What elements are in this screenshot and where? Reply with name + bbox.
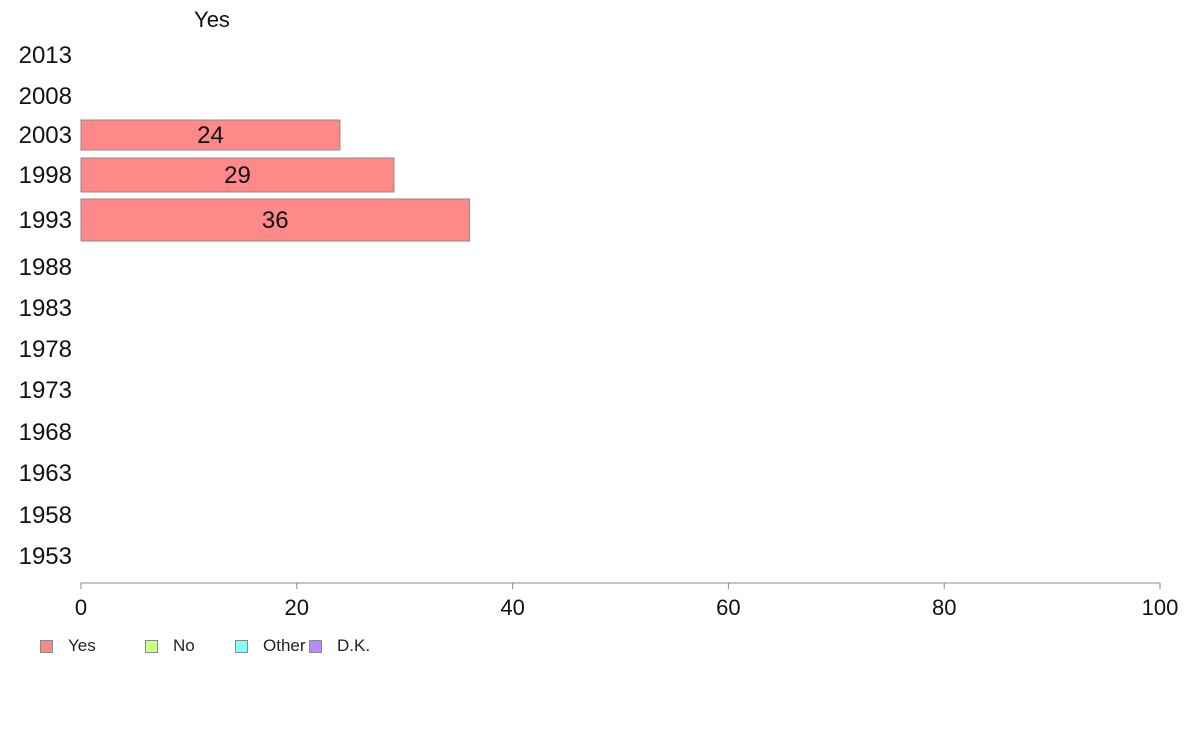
legend-swatch-no: [145, 639, 158, 653]
y-tick-label-1958: 1958: [19, 502, 72, 529]
legend-swatch-other: [235, 639, 248, 653]
y-tick-label-1993: 1993: [19, 207, 72, 234]
y-tick-label-1973: 1973: [19, 377, 72, 404]
legend-swatch-yes: [40, 639, 53, 653]
y-tick-label-2013: 2013: [19, 42, 72, 69]
legend-label-dk: D.K.: [337, 636, 371, 655]
x-tick-label-60: 60: [716, 595, 740, 620]
bar-value-label-1998: 29: [224, 162, 251, 189]
bar-value-label-1993: 36: [262, 207, 289, 234]
legend-label-no: No: [173, 636, 195, 655]
bar-yes-2003: [80, 119, 341, 151]
chart-title: Yes: [194, 7, 230, 32]
y-tick-label-1978: 1978: [19, 336, 72, 363]
legend-item-no: No: [145, 636, 235, 656]
bar-value-label-2003: 24: [197, 122, 224, 149]
x-tick-label-40: 40: [500, 595, 524, 620]
bar-yes-1998: [80, 157, 395, 193]
y-tick-label-1988: 1988: [19, 254, 72, 281]
y-tick-label-1953: 1953: [19, 543, 72, 570]
legend-item-yes: Yes: [40, 636, 145, 656]
legend: Yes No Other D.K.: [40, 636, 397, 656]
x-tick-label-100: 100: [1142, 595, 1179, 620]
legend-item-other: Other: [235, 636, 309, 656]
x-tick-label-0: 0: [75, 595, 87, 620]
legend-swatch-dk: [309, 639, 322, 653]
y-tick-label-1998: 1998: [19, 162, 72, 189]
bar-yes-1993: [80, 198, 470, 242]
y-tick-label-2003: 2003: [19, 122, 72, 149]
x-tick-label-20: 20: [285, 595, 309, 620]
x-tick-label-80: 80: [932, 595, 956, 620]
legend-label-yes: Yes: [68, 636, 96, 655]
legend-item-dk: D.K.: [309, 636, 397, 656]
legend-label-other: Other: [263, 636, 306, 655]
y-tick-label-1968: 1968: [19, 419, 72, 446]
y-axis-labels: 2013 2008 2003 1998 1993 1988 1983 1978 1973 1968…: [19, 42, 72, 570]
y-tick-label-1963: 1963: [19, 460, 72, 487]
y-tick-label-1983: 1983: [19, 295, 72, 322]
y-tick-label-2008: 2008: [19, 83, 72, 110]
x-axis-ticks: 0 20 40 60 80 100: [75, 583, 1178, 620]
